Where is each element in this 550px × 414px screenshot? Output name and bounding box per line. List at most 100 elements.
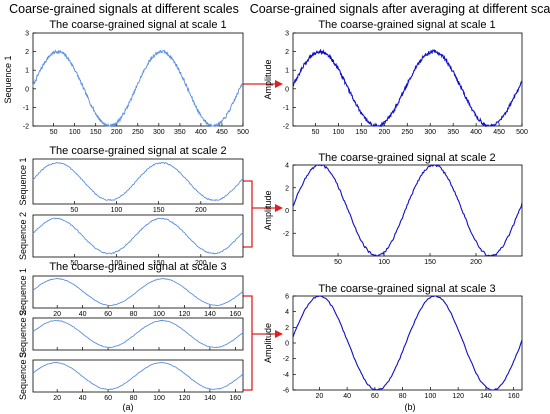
- x-tick-label: 50: [334, 259, 342, 266]
- x-tick-label: 50: [50, 129, 58, 136]
- x-tick-label: 60: [104, 395, 112, 402]
- x-tick-label: 100: [378, 259, 390, 266]
- x-tick-label: 200: [378, 129, 390, 136]
- x-tick-label: 40: [343, 393, 351, 400]
- chart-title: The coarse-grained signal at scale 1: [49, 19, 226, 31]
- y-tick-label: 0: [285, 341, 289, 348]
- y-tick-label: -2: [283, 231, 289, 238]
- x-tick-label: 200: [195, 207, 207, 214]
- x-tick-label: 100: [153, 311, 165, 318]
- chart-a2: The coarse-grained signal at scale 2 Sequ…: [18, 145, 244, 267]
- y-axis-label: Sequence 3: [18, 352, 28, 400]
- series-line: [32, 161, 244, 202]
- x-tick-label: 500: [516, 129, 528, 136]
- series-line: [32, 319, 244, 348]
- x-tick-label: 500: [237, 129, 249, 136]
- y-axis-label: Sequence 1: [3, 55, 13, 103]
- x-tick-label: 60: [371, 393, 379, 400]
- x-tick-label: 350: [447, 129, 459, 136]
- y-tick-label: 2: [285, 49, 289, 56]
- x-tick-label: 50: [70, 260, 78, 267]
- x-tick-label: 20: [53, 311, 61, 318]
- x-tick-label: 80: [130, 395, 138, 402]
- y-tick-label: -2: [283, 356, 289, 363]
- y-axis-label: Sequence 2: [18, 310, 28, 358]
- plot-area: [32, 275, 244, 309]
- y-axis-label: Amplitude: [263, 323, 273, 363]
- plot-area: [32, 214, 244, 258]
- y-tick-label: 2: [285, 185, 289, 192]
- y-tick-label: 3: [285, 31, 289, 38]
- chart-b1: The coarse-grained signal at scale 1 Ampl…: [263, 19, 528, 136]
- plot-area: [292, 295, 523, 391]
- y-tick-label: -6: [283, 388, 289, 395]
- x-tick-label: 150: [90, 129, 102, 136]
- series-line: [32, 361, 244, 391]
- x-tick-label: 100: [333, 129, 345, 136]
- y-tick-label: 4: [285, 163, 289, 170]
- left-caption: (a): [123, 402, 134, 412]
- x-tick-label: 100: [153, 395, 165, 402]
- y-tick-label: 4: [285, 309, 289, 316]
- x-tick-label: 300: [153, 129, 165, 136]
- scale-1-connector: [243, 80, 283, 88]
- chart-a3: The coarse-grained signal at scale 3 Sequ…: [18, 261, 244, 402]
- x-tick-label: 300: [424, 129, 436, 136]
- x-tick-label: 160: [230, 395, 242, 402]
- series-line: [292, 48, 523, 128]
- x-tick-label: 250: [401, 129, 413, 136]
- right-caption: (b): [405, 402, 416, 412]
- y-tick-label: -1: [283, 105, 289, 112]
- x-tick-label: 140: [204, 311, 216, 318]
- chart-a1: The coarse-grained signal at scale 1 Sequ…: [3, 19, 249, 136]
- y-tick-label: 3: [25, 31, 29, 38]
- x-tick-label: 350: [174, 129, 186, 136]
- x-tick-label: 140: [204, 395, 216, 402]
- x-tick-label: 400: [470, 129, 482, 136]
- series-line: [32, 49, 244, 128]
- plot-area: [292, 32, 523, 127]
- x-tick-label: 100: [111, 207, 123, 214]
- plot-area: [32, 158, 244, 205]
- y-tick-label: 2: [25, 49, 29, 56]
- x-tick-label: 200: [470, 259, 482, 266]
- x-tick-label: 200: [111, 129, 123, 136]
- plot-area: [32, 359, 244, 393]
- y-tick-label: -2: [23, 124, 29, 131]
- chart-title: The coarse-grained signal at scale 2: [318, 152, 495, 164]
- x-tick-label: 40: [79, 311, 87, 318]
- x-tick-label: 80: [130, 311, 138, 318]
- x-tick-label: 120: [179, 311, 191, 318]
- y-tick-label: -4: [283, 372, 289, 379]
- x-tick-label: 400: [195, 129, 207, 136]
- x-tick-label: 150: [153, 260, 165, 267]
- x-tick-label: 60: [104, 311, 112, 318]
- x-tick-label: 50: [312, 129, 320, 136]
- y-tick-label: -1: [23, 105, 29, 112]
- y-tick-label: -2: [283, 124, 289, 131]
- right-heading: Coarse-grained signals after averaging a…: [250, 2, 550, 16]
- x-tick-label: 120: [452, 393, 464, 400]
- x-tick-label: 450: [493, 129, 505, 136]
- y-axis-label: Amplitude: [263, 59, 273, 99]
- x-tick-label: 150: [424, 259, 436, 266]
- y-axis-label: Sequence 1: [18, 157, 28, 205]
- series-line: [292, 295, 523, 391]
- scale-2-bracket: [243, 180, 283, 248]
- x-tick-label: 120: [179, 395, 191, 402]
- x-tick-label: 100: [69, 129, 81, 136]
- x-tick-label: 150: [356, 129, 368, 136]
- scale-3-bracket: [243, 295, 283, 391]
- plot-area: [32, 32, 244, 127]
- series-line: [292, 164, 523, 257]
- y-tick-label: 1: [25, 68, 29, 75]
- x-tick-label: 200: [195, 260, 207, 267]
- y-axis-label: Amplitude: [263, 190, 273, 230]
- x-tick-label: 100: [425, 393, 437, 400]
- x-tick-label: 160: [230, 311, 242, 318]
- x-tick-label: 450: [216, 129, 228, 136]
- x-tick-label: 160: [508, 393, 520, 400]
- y-tick-label: 0: [25, 86, 29, 93]
- series-line: [32, 277, 244, 307]
- x-tick-label: 140: [480, 393, 492, 400]
